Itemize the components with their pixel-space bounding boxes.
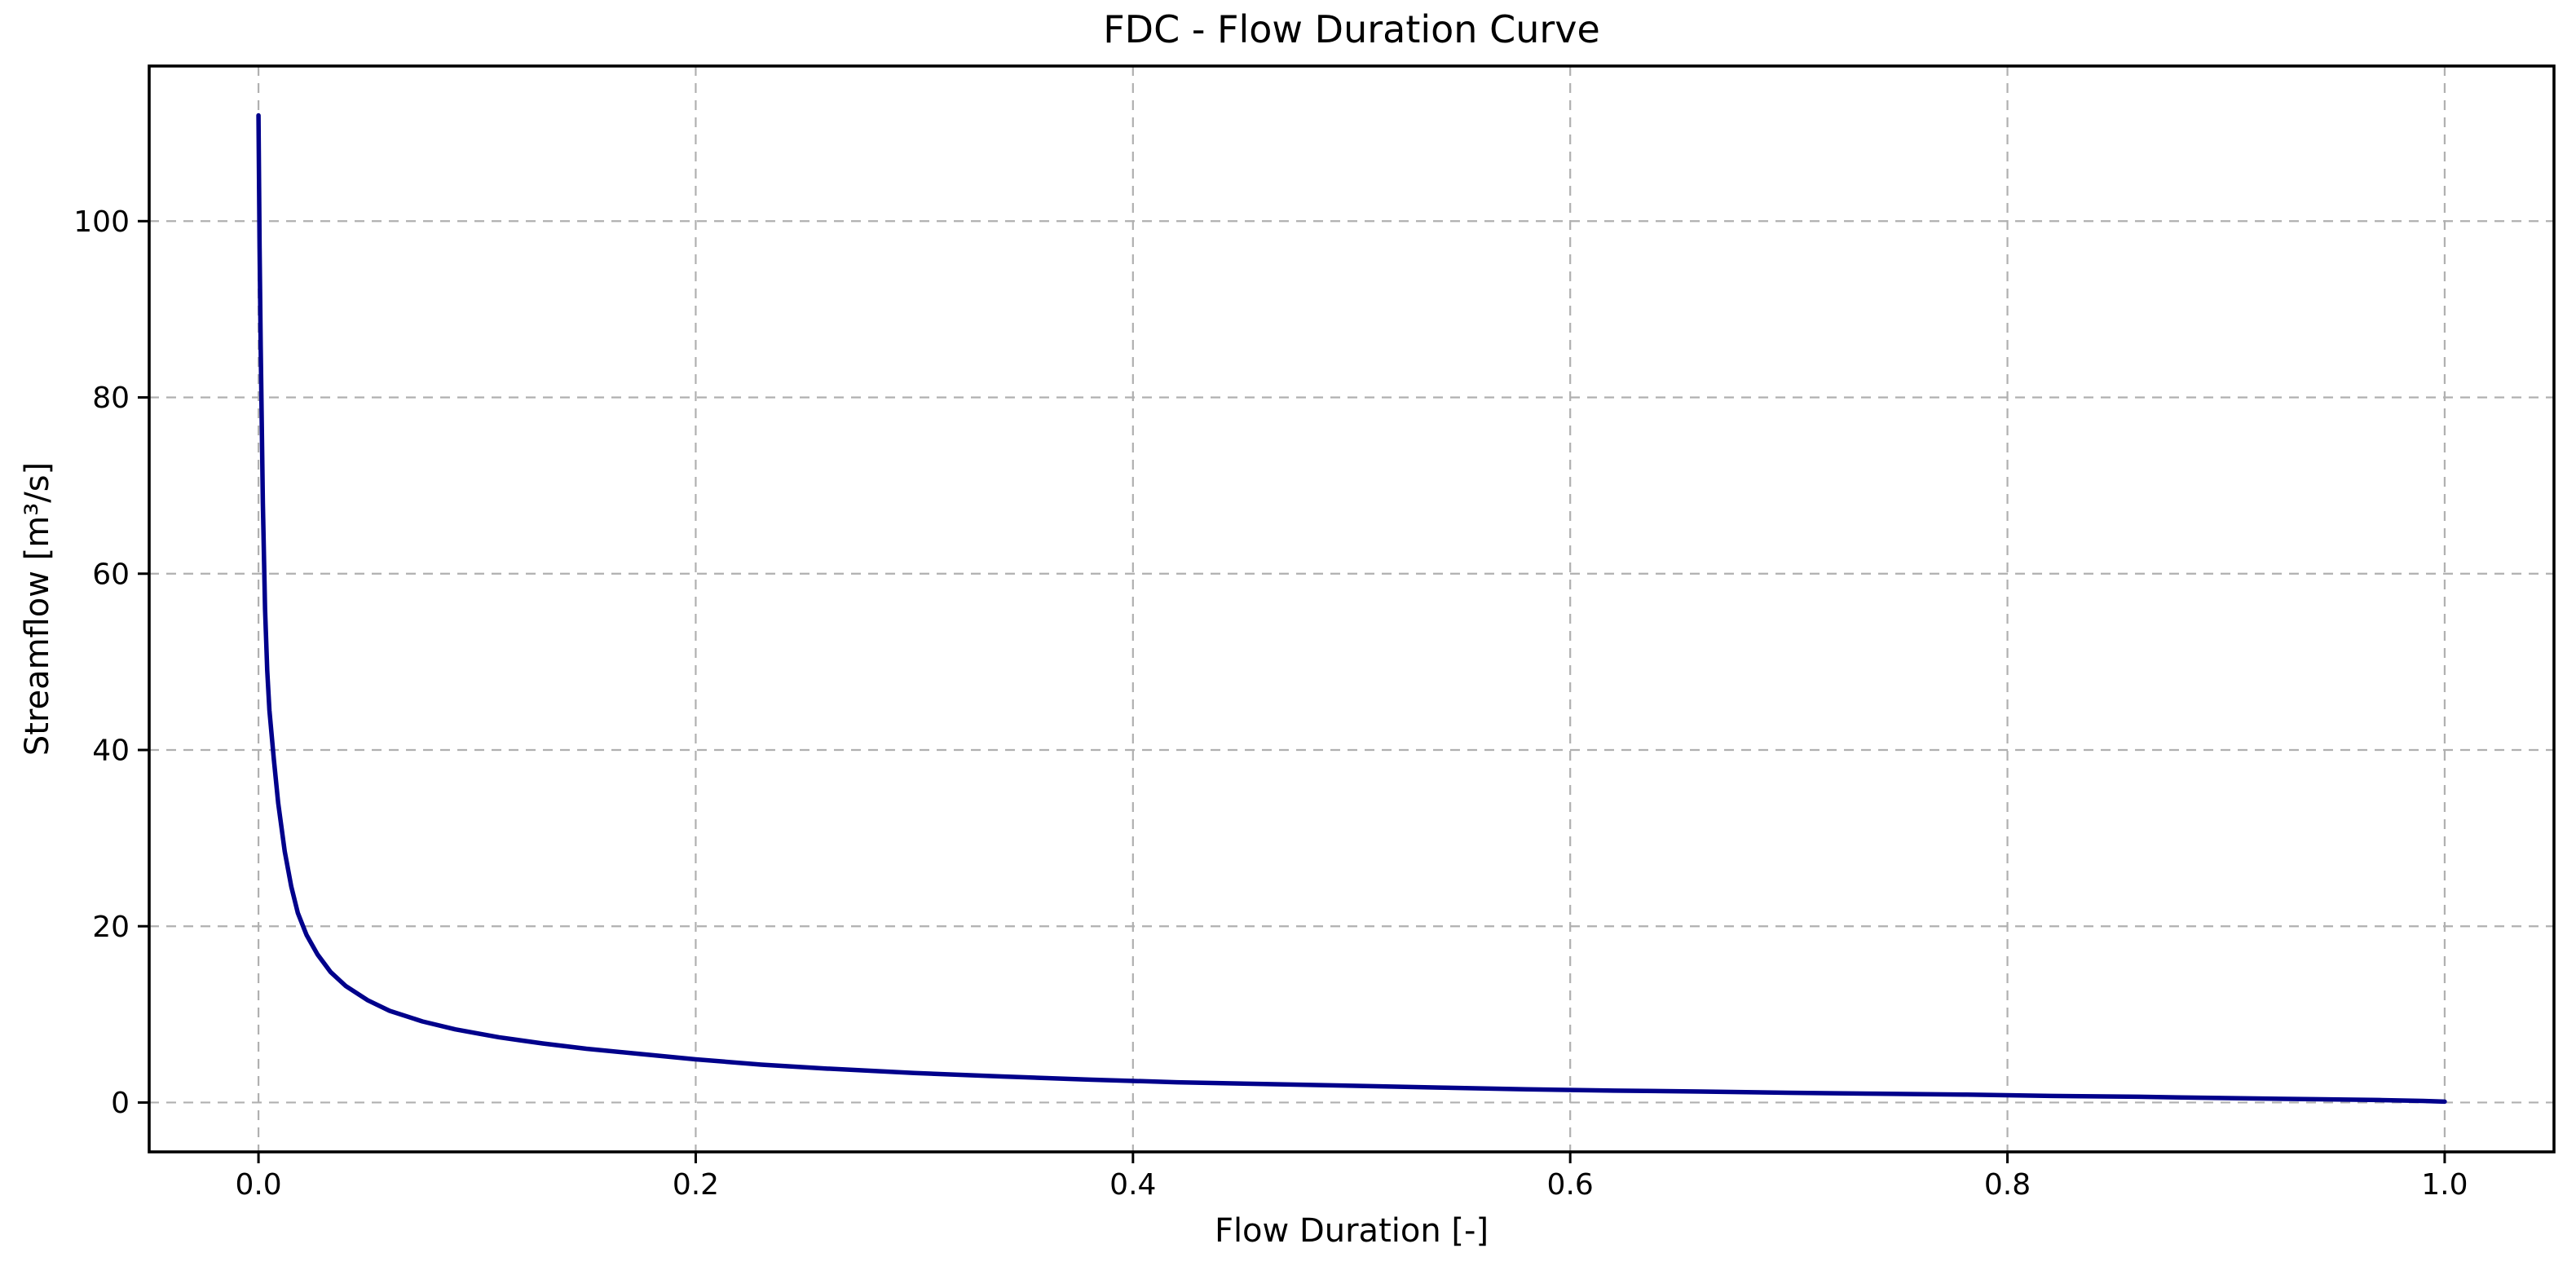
x-tick-label: 0.6 (1547, 1168, 1594, 1202)
y-tick-label: 60 (92, 558, 130, 591)
y-tick-label: 20 (92, 911, 130, 944)
chart-title: FDC - Flow Duration Curve (1103, 7, 1600, 51)
x-tick-label: 0.8 (1984, 1168, 2031, 1202)
y-tick-label: 80 (92, 382, 130, 415)
tick-labels: 0.0 0.2 0.4 0.6 0.8 1.0 0 20 40 60 80 100 (73, 205, 2468, 1202)
y-tick-label: 0 (111, 1087, 130, 1120)
x-tick-label: 0.0 (235, 1168, 281, 1202)
x-tick-label: 0.4 (1109, 1168, 1156, 1202)
y-tick-label: 100 (73, 205, 130, 239)
axes-frame (148, 64, 2556, 1154)
x-tick-label: 0.2 (673, 1168, 719, 1202)
x-tick-label: 1.0 (2421, 1168, 2468, 1202)
grid (149, 66, 2554, 1152)
x-axis-label: Flow Duration [-] (1214, 1212, 1489, 1250)
fdc-curve (256, 112, 2447, 1105)
ticks (138, 219, 2446, 1163)
y-axis-label: Streamflow [m³/s] (19, 461, 56, 757)
y-tick-label: 40 (92, 734, 130, 768)
